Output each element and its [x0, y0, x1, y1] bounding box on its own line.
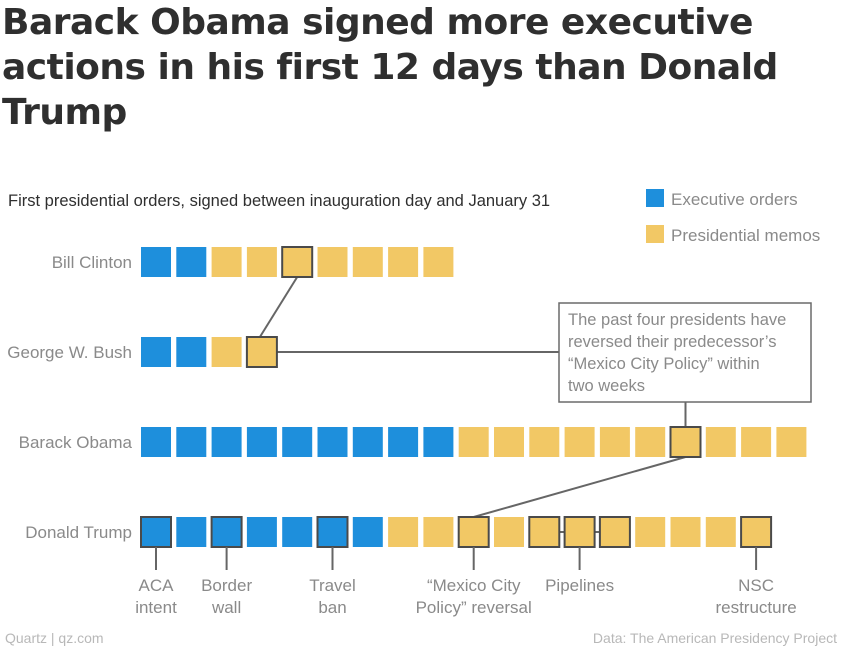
annotation-label: NSC: [738, 576, 774, 595]
executive-order-square: [282, 427, 313, 457]
presidential-memo-square: [317, 247, 348, 277]
annotation-label: “Mexico City: [427, 576, 521, 595]
presidential-memo-square: [494, 427, 524, 457]
executive-order-square: [141, 427, 171, 457]
row-label: Bill Clinton: [52, 253, 132, 272]
presidential-memo-square: [705, 427, 736, 457]
annotation-label: wall: [211, 598, 241, 617]
executive-order-square: [211, 427, 242, 457]
executive-order-square: [316, 516, 349, 548]
connector-line: [473, 456, 686, 518]
presidential-memo-square: [635, 427, 666, 457]
executive-order-square: [246, 517, 277, 547]
presidential-memo-square: [705, 517, 736, 547]
title-line: Trump: [2, 92, 127, 133]
executive-order-square: [352, 427, 383, 457]
row-label: Barack Obama: [19, 433, 133, 452]
footer-brand: Quartz | qz.com: [5, 630, 104, 646]
legend-swatch: [646, 225, 664, 243]
presidential-memo-square: [352, 247, 383, 277]
executive-order-square: [317, 427, 348, 457]
presidential-memo-square: [457, 516, 490, 548]
executive-order-square: [352, 517, 383, 547]
annotation-label: Border: [201, 576, 252, 595]
presidential-memo-square: [635, 517, 666, 547]
presidential-memo-square: [388, 247, 419, 277]
presidential-memo-square: [423, 517, 454, 547]
legend-swatch: [646, 189, 664, 207]
presidential-memo-square: [529, 427, 560, 457]
presidential-memo-square: [599, 427, 630, 457]
presidential-memo-square: [458, 427, 489, 457]
presidential-memo-square: [494, 517, 524, 547]
connector-line: [259, 276, 299, 338]
presidential-memo-square: [245, 336, 278, 368]
legend-label: Executive orders: [671, 190, 798, 209]
executive-order-square: [141, 247, 171, 277]
presidential-memo-square: [563, 516, 596, 548]
presidential-memo-square: [281, 246, 314, 278]
title-line: Barack Obama signed more executive: [2, 2, 753, 43]
executive-order-square: [176, 427, 207, 457]
presidential-memo-square: [423, 247, 454, 277]
title-line: actions in his first 12 days than Donald: [2, 47, 778, 88]
executive-order-square: [423, 427, 454, 457]
row-label: George W. Bush: [7, 343, 132, 362]
executive-order-square: [176, 517, 207, 547]
annotation-box: [558, 302, 812, 403]
legend-label: Presidential memos: [671, 226, 820, 245]
presidential-memo-square: [211, 337, 242, 367]
presidential-memo-square: [564, 427, 595, 457]
annotation-text: reversed their predecessor’s: [568, 333, 777, 351]
presidential-memo-square: [211, 247, 242, 277]
presidential-memo-square: [598, 516, 631, 548]
executive-order-square: [388, 427, 419, 457]
annotation-label: Policy” reversal: [416, 598, 532, 617]
executive-order-square: [141, 337, 171, 367]
executive-order-square: [140, 516, 172, 548]
chart-subtitle: First presidential orders, signed betwee…: [8, 192, 550, 210]
footer-source: Data: The American Presidency Project: [592, 630, 837, 646]
presidential-memo-square: [670, 517, 701, 547]
executive-order-square: [282, 517, 313, 547]
annotation-label: ban: [318, 598, 346, 617]
presidential-memo-square: [246, 247, 277, 277]
annotation-label: restructure: [715, 598, 796, 617]
annotation-label: intent: [135, 598, 177, 617]
presidential-memo-square: [741, 427, 772, 457]
annotation-text: two weeks: [568, 377, 645, 395]
presidential-memo-square: [740, 516, 773, 548]
annotation-text: The past four presidents have: [568, 311, 786, 329]
annotation-label: Travel: [309, 576, 356, 595]
presidential-memo-square: [669, 426, 702, 458]
annotation-label: ACA: [139, 576, 175, 595]
presidential-memo-square: [528, 516, 561, 548]
executive-order-square: [176, 337, 207, 367]
presidential-memo-square: [388, 517, 419, 547]
executive-order-square: [246, 427, 277, 457]
executive-order-square: [210, 516, 243, 548]
annotation-text: “Mexico City Policy” within: [568, 355, 760, 373]
chart-title: Barack Obama signed more executive actio…: [2, 0, 822, 135]
row-label: Donald Trump: [25, 523, 132, 542]
annotation-label: Pipelines: [545, 576, 614, 595]
presidential-memo-square: [776, 427, 807, 457]
executive-order-square: [176, 247, 207, 277]
